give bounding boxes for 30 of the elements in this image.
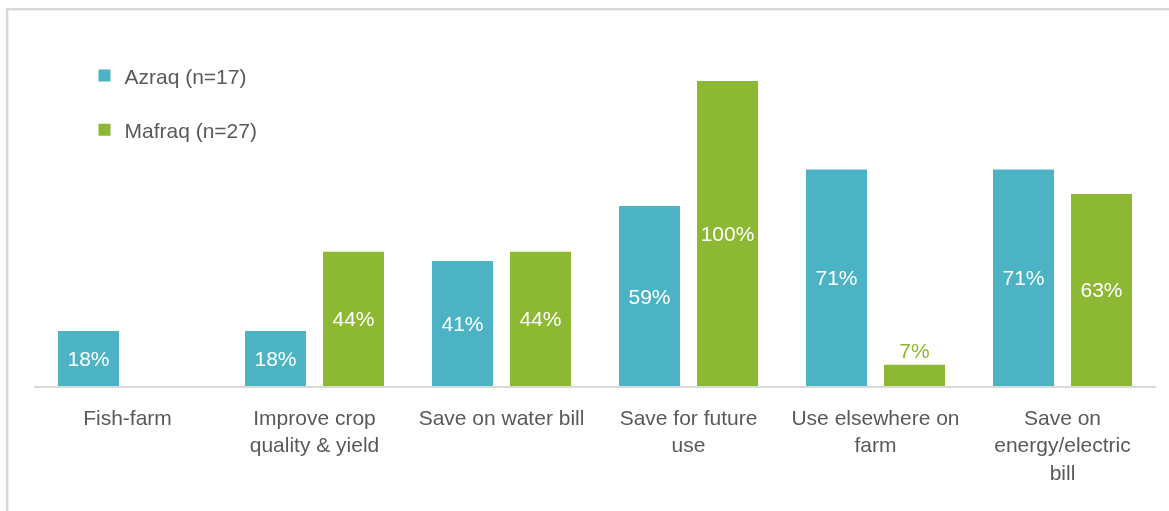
data-label: 71% [815,266,858,290]
data-label: 18% [254,347,297,371]
data-label: 71% [1002,266,1045,290]
data-label: 59% [628,284,671,308]
bar [510,251,571,386]
data-label: 18% [67,347,110,371]
x-tick-label: Fish-farm [83,405,172,429]
bar [1071,193,1132,386]
data-label: 7% [899,338,930,362]
bar [697,81,758,386]
bar [993,169,1054,386]
bar [806,169,867,386]
x-tick-label: Use elsewhere on farm [791,405,960,457]
legend-label: Mafraq (n=27) [124,119,257,143]
bar [619,206,680,386]
bar [323,251,384,386]
data-label: 41% [441,311,484,335]
bar [884,364,945,386]
bar [58,331,119,386]
data-label: 63% [1080,278,1123,302]
x-tick-label: Save on energy/electric bill [994,405,1131,484]
legend-label: Azraq (n=17) [124,64,247,88]
bar [432,260,493,386]
data-label: 44% [519,307,562,331]
data-label: 100% [700,222,755,246]
x-tick-label: Improve crop quality & yield [249,405,380,457]
x-tick-label: Save for future use [619,405,758,457]
x-tick-label: Save on water bill [418,405,585,429]
bar [245,331,306,386]
data-label: 44% [332,307,375,331]
